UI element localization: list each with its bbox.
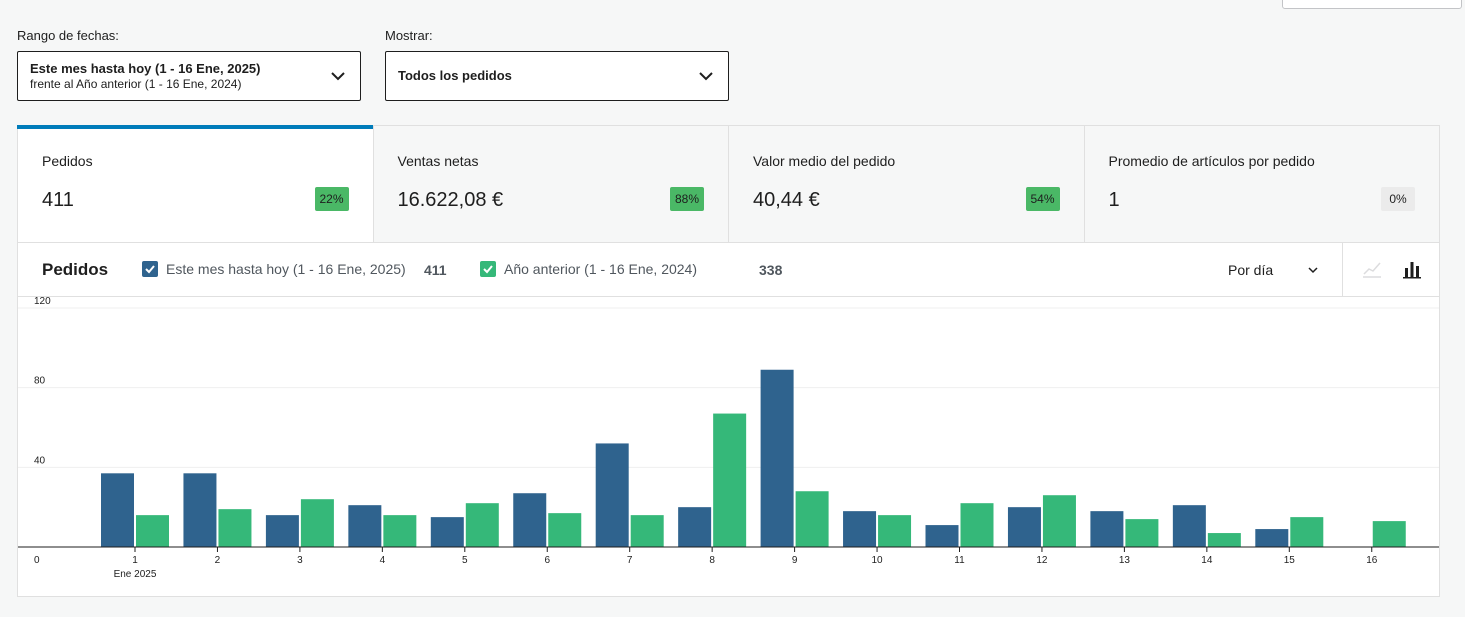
delta-badge: 88% — [670, 187, 704, 211]
bar — [1090, 511, 1124, 547]
bar — [795, 491, 829, 547]
tile-value: 1 — [1108, 189, 1120, 211]
chart-card: Pedidos Este mes hasta hoy (1 - 16 Ene, … — [17, 242, 1440, 597]
bar — [630, 515, 664, 547]
x-tick-label: 14 — [1201, 555, 1213, 566]
legend-current-period[interactable]: Este mes hasta hoy (1 - 16 Ene, 2025) — [142, 261, 406, 277]
chevron-down-icon — [1308, 267, 1318, 274]
tile-orders[interactable]: Pedidos 411 22% — [17, 125, 374, 242]
delta-badge: 22% — [314, 187, 349, 211]
x-tick-label: 5 — [462, 555, 468, 566]
date-range-label: Rango de fechas: — [17, 28, 119, 43]
y-tick-label: 0 — [34, 555, 40, 566]
chevron-down-icon — [699, 72, 713, 81]
date-range-filter: Rango de fechas: Este mes hasta hoy (1 -… — [17, 28, 361, 101]
bar — [1172, 505, 1206, 547]
legend-label: Este mes hasta hoy (1 - 16 Ene, 2025) — [166, 261, 406, 277]
tile-average-order-value[interactable]: Valor medio del pedido 40,44 € 54% — [729, 126, 1085, 242]
bar — [300, 499, 334, 547]
x-tick-label: 9 — [792, 555, 798, 566]
chart-header: Pedidos Este mes hasta hoy (1 - 16 Ene, … — [18, 243, 1439, 297]
x-tick-label: 11 — [954, 555, 965, 566]
x-tick-label: 15 — [1284, 555, 1296, 566]
x-tick-label: 16 — [1366, 555, 1378, 566]
bar — [960, 503, 994, 547]
x-tick-label: 6 — [544, 555, 550, 566]
legend-previous-period[interactable]: Año anterior (1 - 16 Ene, 2024) — [480, 261, 697, 277]
legend-total: 338 — [759, 262, 783, 278]
show-main: Todos los pedidos — [398, 68, 512, 83]
bar — [713, 413, 747, 547]
x-tick-label: 4 — [380, 555, 386, 566]
x-tick-label: 8 — [709, 555, 715, 566]
x-tick-label: 13 — [1119, 555, 1131, 566]
interval-select[interactable]: Por día — [1228, 262, 1274, 278]
bar — [265, 515, 299, 547]
bar — [465, 503, 499, 547]
y-tick-label: 40 — [34, 455, 46, 466]
bar — [760, 369, 794, 547]
date-range-compare: frente al Año anterior (1 - 16 Ene, 2024… — [30, 76, 242, 91]
checkbox-checked-icon[interactable] — [142, 261, 158, 277]
date-range-select[interactable]: Este mes hasta hoy (1 - 16 Ene, 2025) fr… — [17, 51, 361, 101]
bar — [1372, 521, 1406, 547]
bar — [678, 507, 712, 547]
chart-title: Pedidos — [42, 260, 109, 279]
show-select[interactable]: Todos los pedidos — [385, 51, 729, 101]
tile-value: 16.622,08 € — [397, 189, 504, 211]
bar — [548, 513, 582, 547]
x-tick-label: 2 — [215, 555, 221, 566]
bar — [101, 473, 134, 547]
tile-value: 411 — [42, 189, 74, 211]
bar — [430, 517, 464, 547]
tile-net-sales[interactable]: Ventas netas 16.622,08 € 88% — [373, 126, 729, 242]
bar — [1042, 495, 1076, 547]
bar — [595, 443, 629, 547]
x-tick-label: 3 — [297, 555, 303, 566]
date-range-main: Este mes hasta hoy (1 - 16 Ene, 2025) — [30, 60, 261, 76]
tile-value: 40,44 € — [753, 189, 820, 211]
bar — [1125, 519, 1159, 547]
bar — [878, 515, 912, 547]
top-right-control[interactable] — [1282, 0, 1462, 9]
bar — [1007, 507, 1041, 547]
line-chart-icon[interactable] — [1361, 258, 1383, 280]
bar — [136, 515, 169, 547]
tile-average-items-per-order[interactable]: Promedio de artículos por pedido 1 0% — [1084, 126, 1439, 242]
x-axis-sublabel: Ene 2025 — [114, 569, 157, 580]
y-tick-label: 80 — [34, 376, 46, 387]
bar — [1255, 529, 1289, 547]
bar — [383, 515, 417, 547]
summary-tiles: Pedidos 411 22% Ventas netas 16.622,08 €… — [17, 125, 1440, 243]
bar — [513, 493, 547, 547]
y-tick-label: 120 — [34, 297, 51, 307]
tile-label: Ventas netas — [397, 153, 479, 169]
x-tick-label: 1 — [132, 555, 138, 566]
bar — [218, 509, 252, 547]
tile-label: Valor medio del pedido — [753, 153, 896, 169]
bar — [1290, 517, 1324, 547]
tile-label: Promedio de artículos por pedido — [1108, 153, 1315, 169]
bar — [1207, 533, 1241, 547]
bar — [183, 473, 217, 547]
checkbox-checked-icon[interactable] — [480, 261, 496, 277]
x-tick-label: 12 — [1036, 555, 1048, 566]
bar — [925, 525, 959, 547]
delta-badge: 0% — [1381, 187, 1415, 211]
bar — [843, 511, 877, 547]
x-tick-label: 10 — [871, 555, 883, 566]
chevron-down-icon — [331, 72, 345, 81]
delta-badge: 54% — [1025, 187, 1060, 211]
bar — [348, 505, 382, 547]
divider — [1342, 243, 1343, 296]
legend-label: Año anterior (1 - 16 Ene, 2024) — [504, 261, 698, 277]
show-filter: Mostrar: Todos los pedidos — [385, 28, 729, 101]
show-label: Mostrar: — [385, 28, 433, 43]
tile-label: Pedidos — [42, 153, 93, 169]
bar-chart-icon[interactable] — [1401, 258, 1423, 280]
x-tick-label: 7 — [627, 555, 633, 566]
legend-total: 411 — [424, 262, 447, 278]
